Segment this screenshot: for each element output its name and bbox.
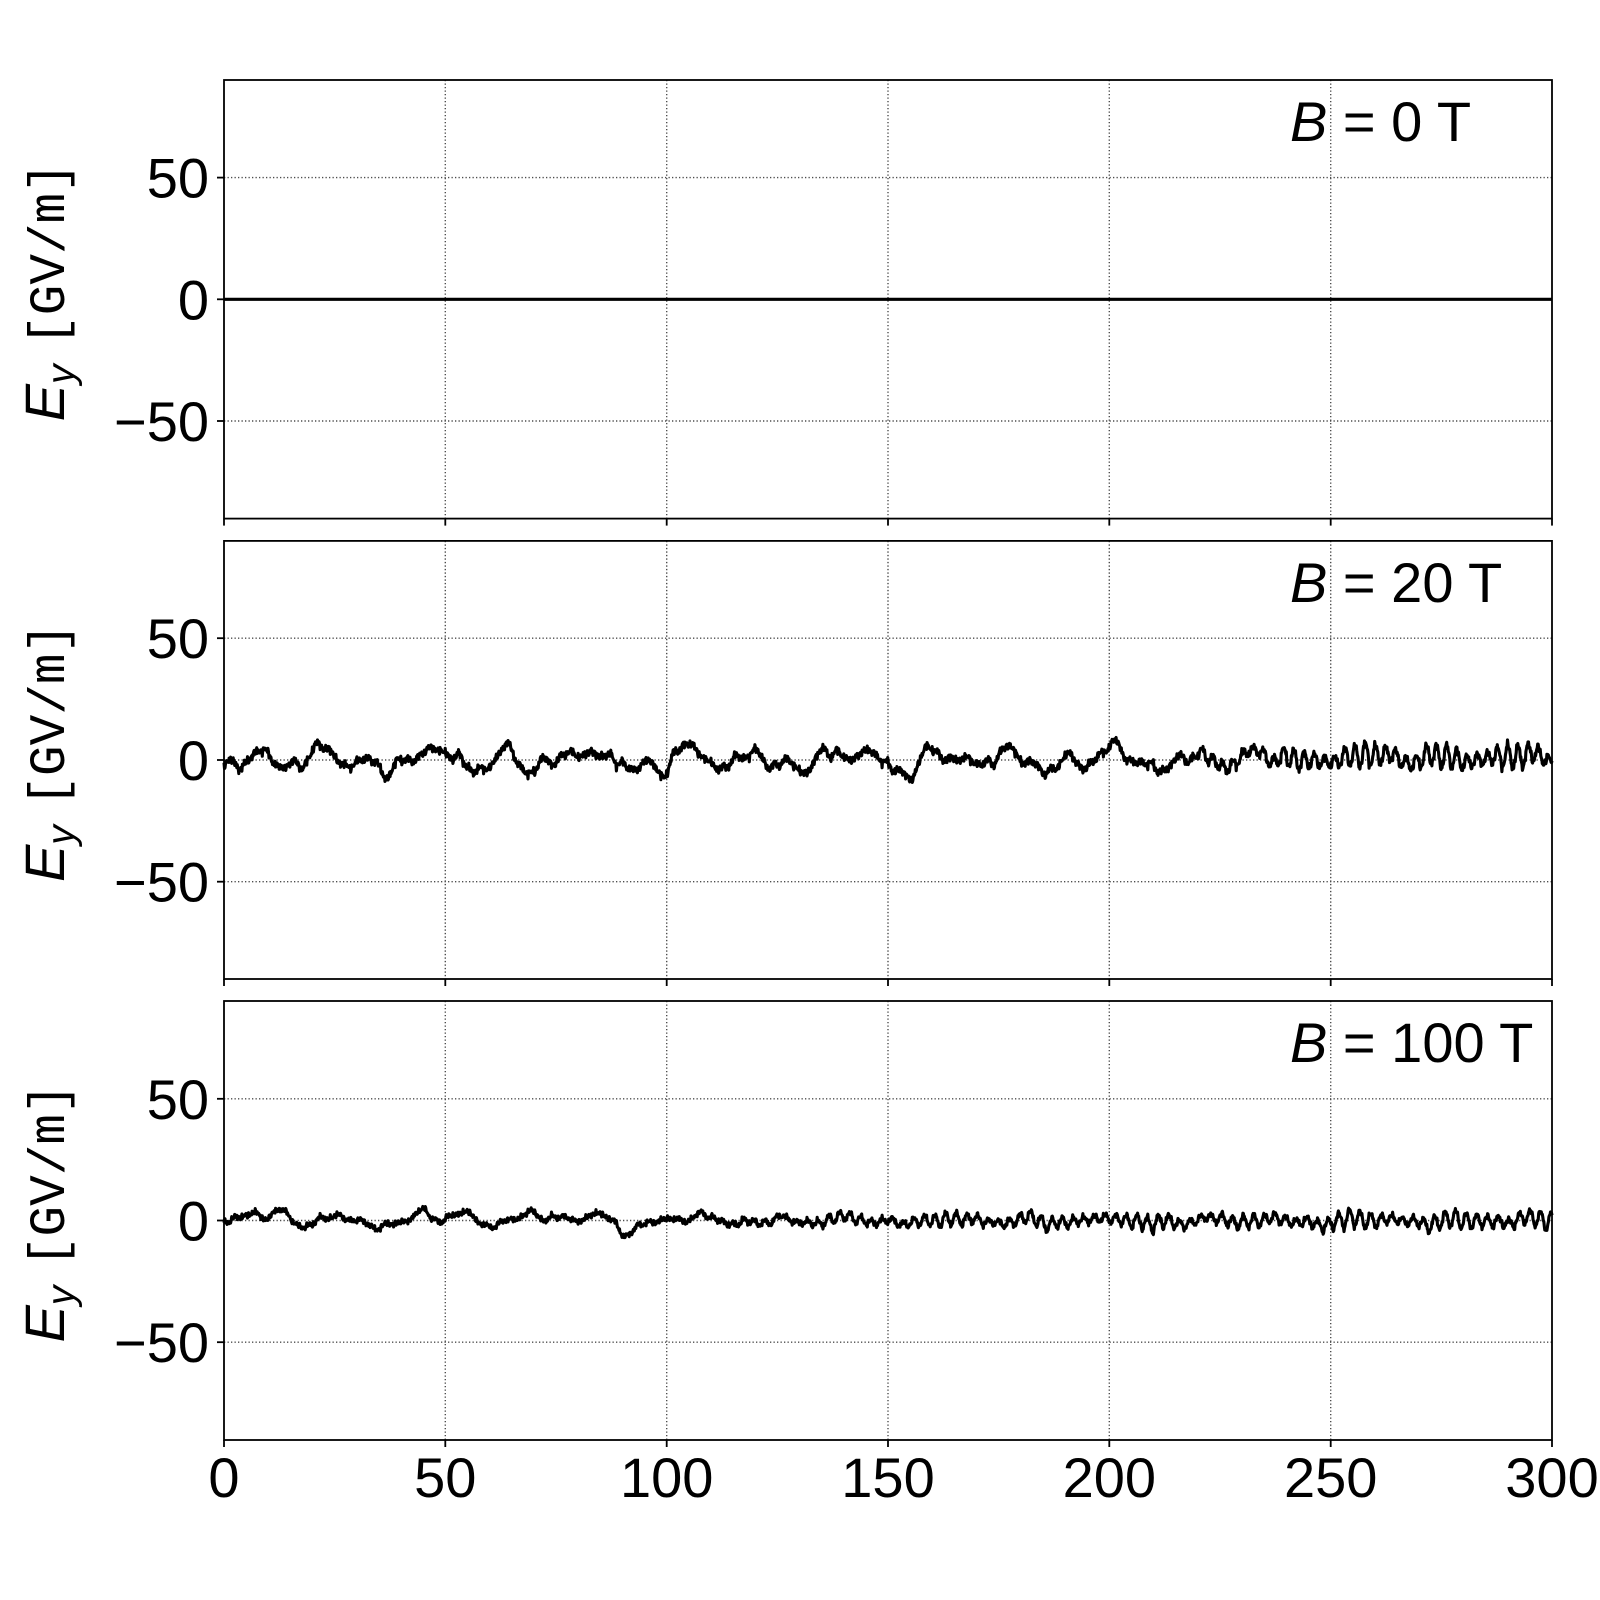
svg-text:250: 250: [1284, 1446, 1377, 1509]
svg-text:0: 0: [178, 729, 209, 792]
svg-text:0: 0: [178, 1190, 209, 1253]
svg-text:200: 200: [1063, 1446, 1156, 1509]
svg-text:150: 150: [841, 1446, 934, 1509]
svg-text:50: 50: [147, 147, 209, 210]
svg-text:Ey [GV/m]: Ey [GV/m]: [13, 623, 83, 882]
svg-text:B = 0 T: B = 0 T: [1290, 90, 1471, 153]
svg-text:−50: −50: [114, 851, 209, 914]
svg-text:Ey [GV/m]: Ey [GV/m]: [13, 1083, 83, 1342]
svg-text:50: 50: [147, 1068, 209, 1131]
svg-text:100: 100: [620, 1446, 713, 1509]
svg-text:Ey [GV/m]: Ey [GV/m]: [13, 162, 83, 421]
svg-text:−50: −50: [114, 390, 209, 453]
svg-text:0: 0: [208, 1446, 239, 1509]
svg-text:50: 50: [414, 1446, 476, 1509]
svg-text:−50: −50: [114, 1311, 209, 1374]
svg-text:0: 0: [178, 268, 209, 331]
svg-text:50: 50: [147, 607, 209, 670]
svg-text:B = 20 T: B = 20 T: [1290, 551, 1502, 614]
svg-text:B = 100 T: B = 100 T: [1290, 1011, 1533, 1074]
svg-text:300: 300: [1505, 1446, 1598, 1509]
